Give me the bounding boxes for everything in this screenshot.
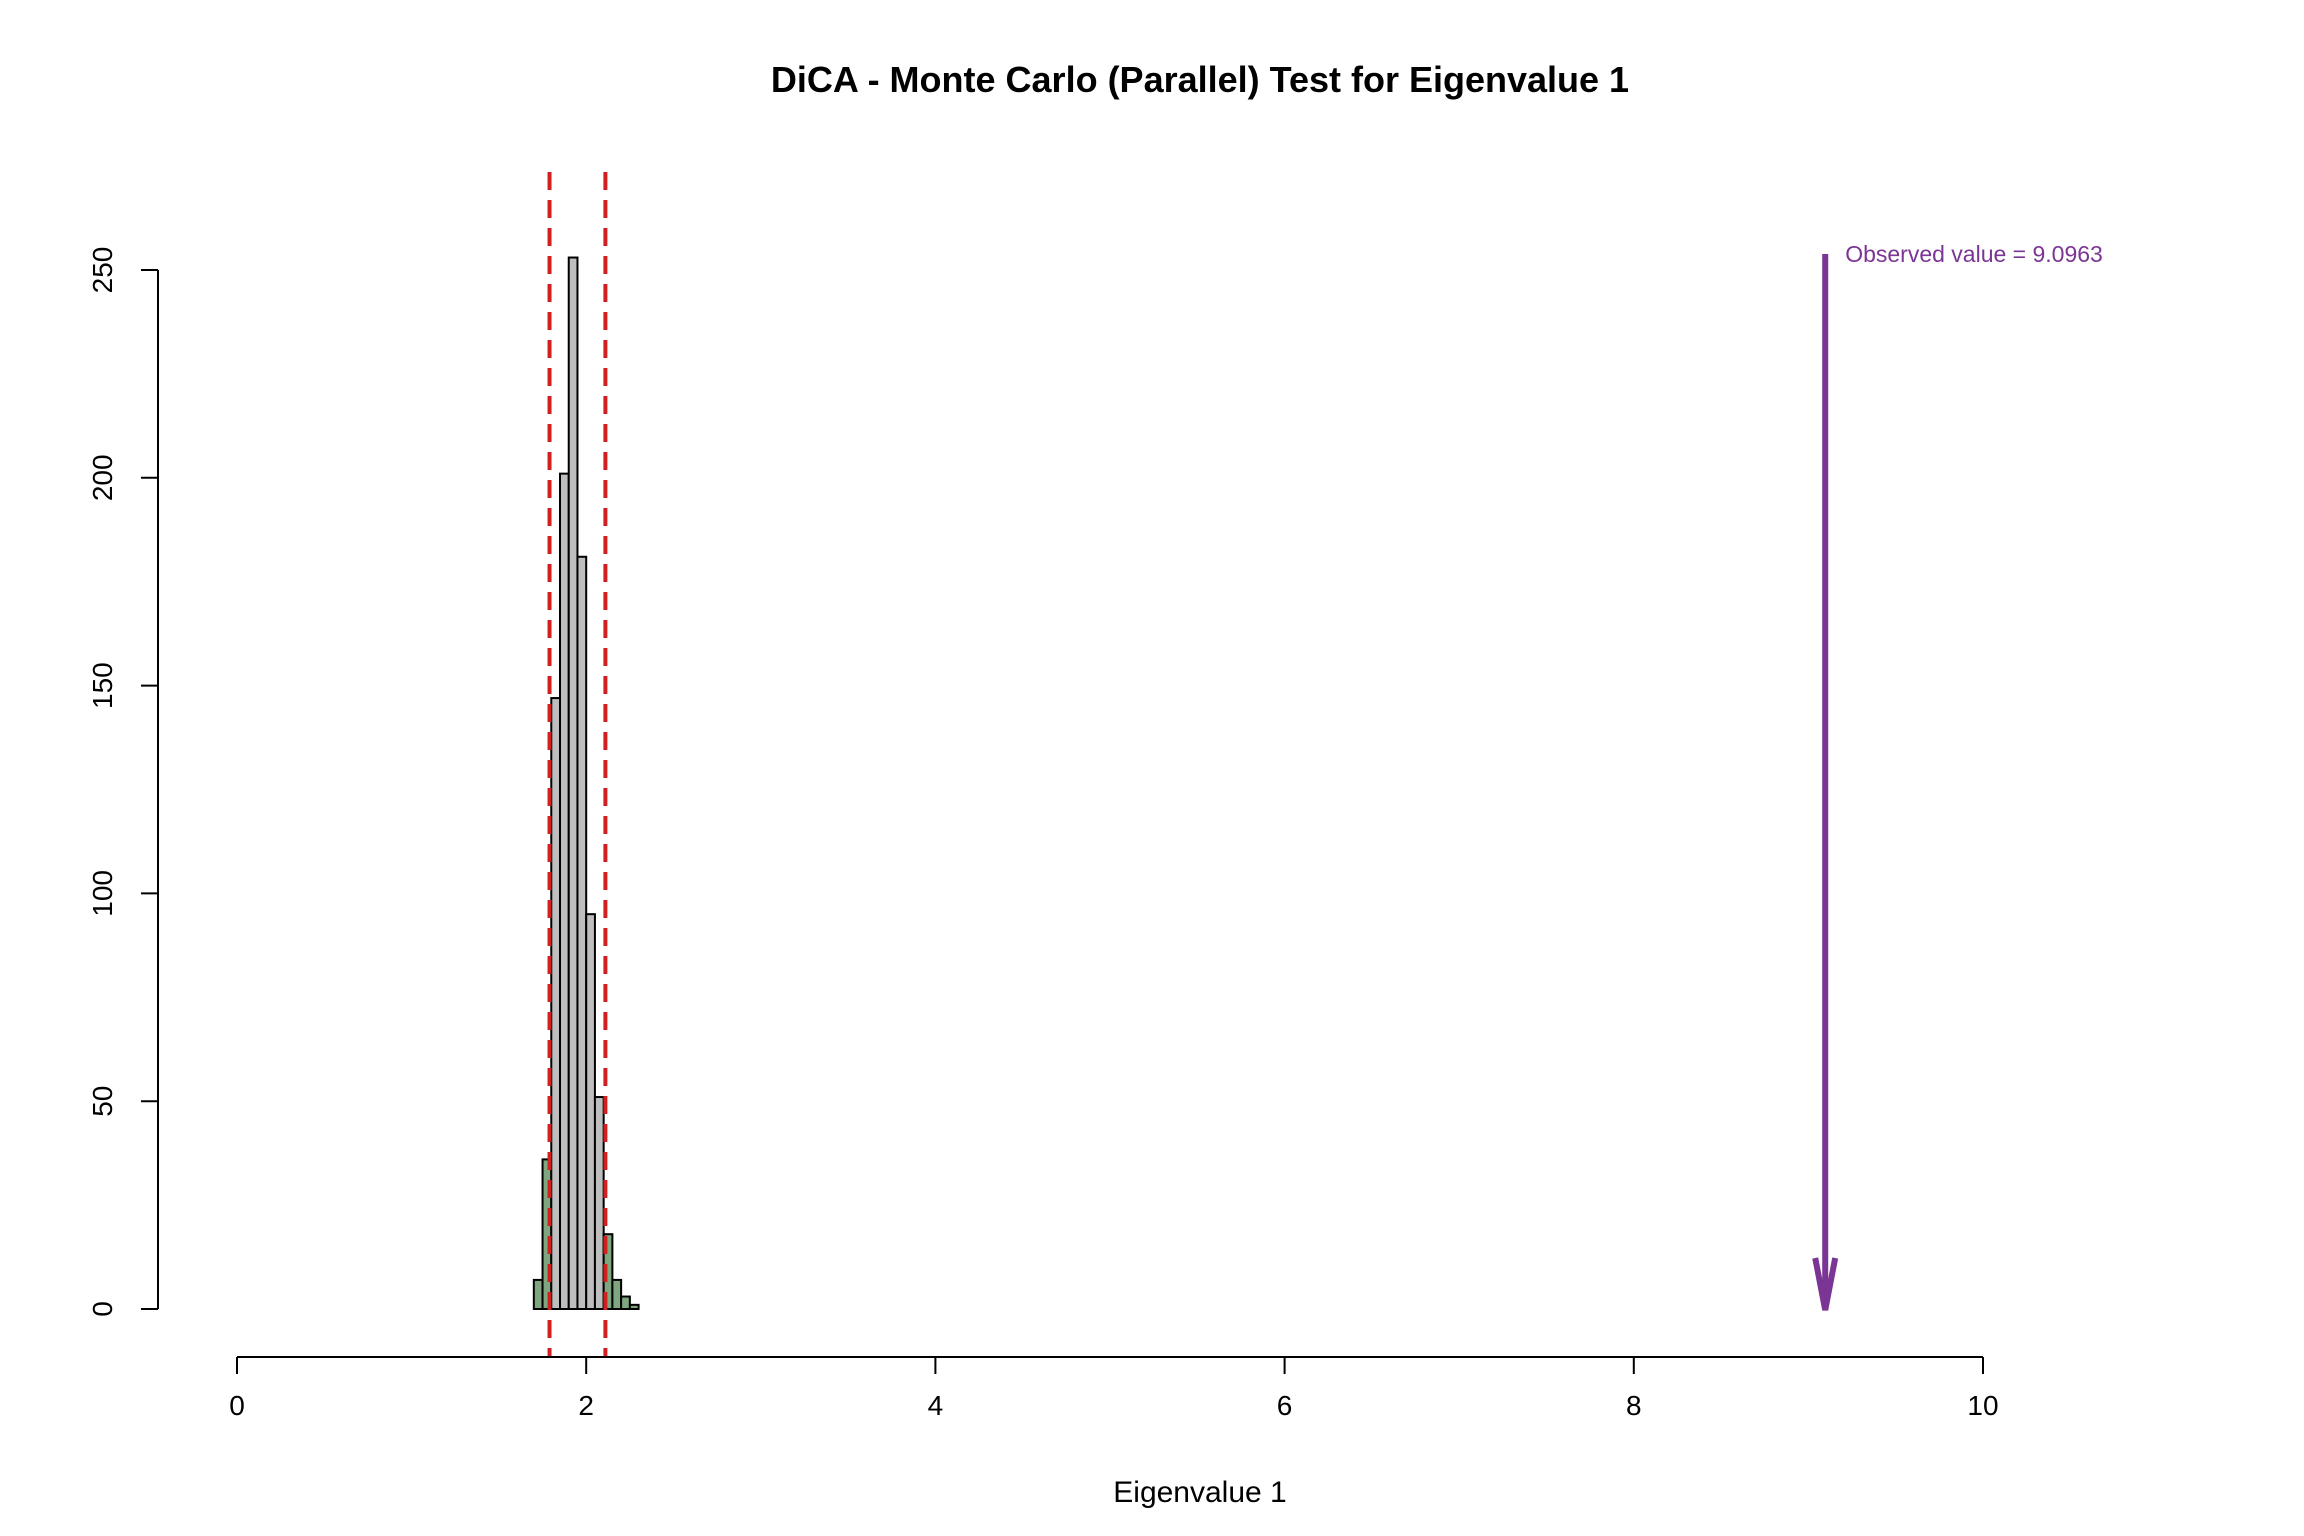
histogram-bar-8 (593, 1096, 605, 1310)
x-tick-label-8: 8 (1626, 1390, 1642, 1421)
observed-arrow-head (1812, 1257, 1839, 1311)
x-tick-label-0: 0 (229, 1390, 245, 1421)
histogram-bar-6 (576, 555, 588, 1310)
y-tick-label-250: 250 (87, 247, 118, 294)
histogram-bar-4 (559, 472, 570, 1311)
y-tick-label-150: 150 (87, 662, 118, 709)
x-tick-label-4: 4 (928, 1390, 944, 1421)
observed-value-marker: Observed value = 9.0963 (1812, 241, 2103, 1311)
histogram-bar-12 (628, 1303, 640, 1310)
histogram-bar-5 (567, 256, 579, 1311)
histogram-bar-11 (620, 1295, 631, 1310)
x-axis-label: Eigenvalue 1 (1113, 1476, 1286, 1509)
histogram-bar-10 (611, 1278, 623, 1310)
y-tick-label-100: 100 (87, 870, 118, 917)
y-tick-label-200: 200 (87, 454, 118, 501)
histogram-bar-3 (550, 697, 562, 1310)
cutoff-lines (547, 172, 608, 1357)
x-tick-label-2: 2 (578, 1390, 594, 1421)
x-axis: 0 2 4 6 8 10 (229, 1356, 1999, 1421)
histogram-bar-1 (532, 1278, 544, 1310)
x-tick-label-6: 6 (1277, 1390, 1293, 1421)
y-axis: 0 50 100 150 200 250 (87, 247, 159, 1317)
x-tick-label-10: 10 (1967, 1390, 1998, 1421)
observed-value-label: Observed value = 9.0963 (1845, 241, 2103, 267)
chart-title: DiCA - Monte Carlo (Parallel) Test for E… (771, 59, 1629, 100)
y-tick-label-50: 50 (87, 1086, 118, 1117)
y-tick-label-0: 0 (87, 1301, 118, 1317)
histogram-bar-7 (585, 913, 596, 1310)
histogram-bars (532, 256, 640, 1311)
